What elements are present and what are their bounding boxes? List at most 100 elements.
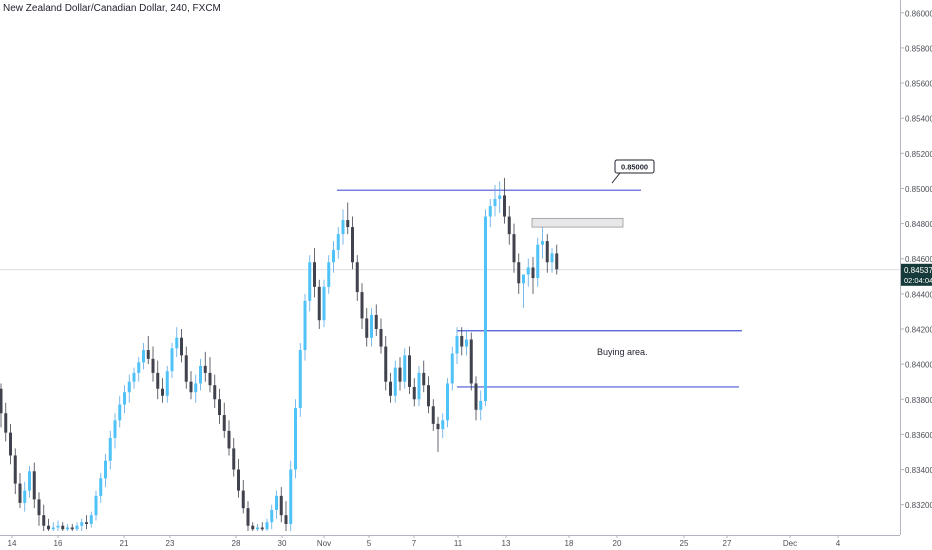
candle	[28, 466, 31, 498]
candle	[9, 423, 12, 465]
candle	[294, 399, 297, 479]
price-tick-label: 0.86000	[905, 9, 932, 18]
candle-body	[317, 286, 321, 321]
candle	[232, 437, 236, 477]
candle-body	[275, 495, 278, 510]
price-tick-label: 0.84400	[905, 290, 932, 299]
candle-body	[446, 383, 449, 421]
candle	[222, 402, 226, 438]
candle-body	[412, 386, 416, 400]
candle	[170, 343, 174, 379]
candle-body	[507, 216, 511, 235]
time-tick-label: 4	[836, 539, 841, 548]
candle	[308, 255, 312, 312]
candle-body	[156, 372, 160, 389]
candle-body	[550, 253, 554, 263]
candle	[184, 346, 188, 389]
candle-body	[89, 515, 93, 524]
candle-body	[51, 527, 55, 530]
candle-body	[32, 471, 36, 500]
candle-body	[512, 234, 516, 263]
candle-body	[104, 460, 107, 479]
candle-body	[123, 392, 126, 405]
candle	[189, 371, 193, 400]
candle-body	[498, 195, 502, 199]
candle-body	[384, 346, 388, 382]
candle	[208, 357, 212, 393]
candle-body	[241, 490, 245, 509]
candle	[317, 279, 321, 329]
candle	[270, 504, 274, 530]
candle-body	[227, 430, 231, 449]
candle	[218, 388, 221, 424]
candle-body	[460, 336, 464, 347]
candle	[379, 318, 383, 354]
candle-body	[308, 262, 312, 301]
price-tick-label: 0.83200	[905, 501, 932, 510]
candle-body	[479, 401, 483, 410]
candle	[484, 209, 487, 407]
price-tick-label: 0.85400	[905, 115, 932, 124]
candle	[260, 522, 264, 531]
candle-body	[408, 355, 411, 387]
candle-body	[431, 406, 435, 424]
candle-body	[61, 525, 65, 530]
candle	[4, 402, 8, 442]
candle	[393, 360, 397, 403]
resistance-callout: 0.85000	[611, 159, 655, 184]
candle	[151, 346, 155, 382]
candle-body	[279, 495, 283, 516]
countdown-label: 02:04:04	[904, 276, 932, 285]
candle-body	[474, 383, 478, 410]
candle-body	[336, 234, 340, 250]
candle-body	[484, 216, 487, 402]
candle-body	[218, 399, 221, 416]
candle	[85, 515, 88, 530]
candle	[403, 348, 407, 389]
candle-body	[332, 249, 335, 263]
candle	[213, 374, 217, 409]
candle-body	[522, 274, 525, 284]
candle	[550, 248, 554, 273]
candle-body	[256, 527, 259, 530]
candle-body	[488, 206, 492, 217]
candle	[541, 227, 544, 259]
time-tick-label: 5	[367, 539, 372, 548]
candle	[455, 327, 459, 365]
chart-title: New Zealand Dollar/Canadian Dollar, 240,…	[3, 3, 221, 14]
candle	[479, 390, 483, 421]
candle-body	[389, 381, 392, 396]
candle	[446, 378, 449, 428]
candle	[370, 307, 373, 347]
candle	[498, 181, 502, 214]
candle-body	[303, 300, 307, 351]
price-tick-label: 0.85600	[905, 80, 932, 89]
candle	[493, 184, 497, 217]
candle-body	[289, 469, 293, 524]
candle	[203, 351, 207, 382]
candle	[94, 490, 98, 521]
candle	[522, 274, 525, 308]
candle-body	[180, 337, 183, 356]
candle	[237, 458, 240, 498]
candle-body	[208, 372, 212, 386]
candle-body	[203, 365, 207, 373]
candle	[194, 374, 198, 403]
candle-body	[9, 432, 12, 456]
candle-body	[270, 509, 274, 523]
candle	[507, 206, 511, 245]
candle	[180, 328, 183, 363]
candle	[398, 357, 402, 391]
candle-body	[465, 339, 468, 347]
candles-group	[0, 177, 559, 531]
candle-body	[118, 404, 122, 421]
time-tick-label: 30	[278, 539, 287, 548]
candle	[431, 399, 435, 431]
candle-body	[365, 318, 369, 338]
candle-body	[526, 267, 530, 275]
time-tick-label: 20	[613, 539, 622, 548]
candle-body	[493, 198, 497, 207]
candle	[104, 453, 107, 488]
